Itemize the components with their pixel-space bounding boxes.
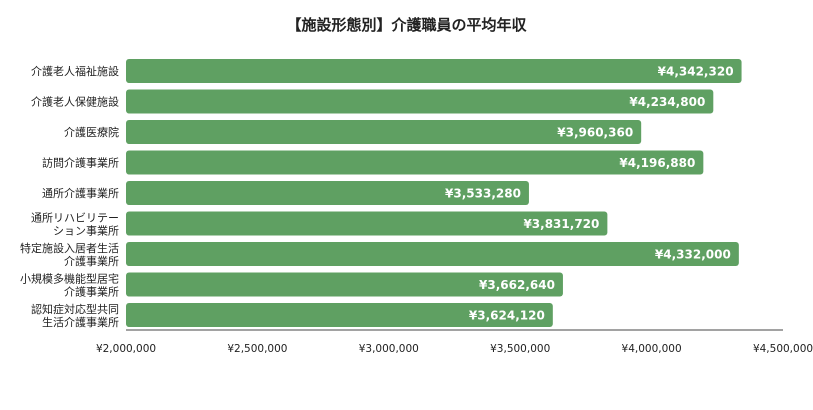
- x-tick-label: ¥3,500,000: [490, 343, 550, 355]
- data-label: ¥4,332,000: [655, 248, 731, 262]
- bar: [126, 89, 714, 114]
- category-label: 認知症対応型共同: [31, 302, 119, 316]
- category-label: 通所介護事業所: [42, 186, 119, 200]
- data-label: ¥3,533,280: [445, 187, 521, 201]
- bar: [126, 303, 553, 327]
- data-label: ¥4,342,320: [658, 65, 734, 79]
- data-label: ¥4,234,800: [629, 95, 705, 109]
- data-label: ¥3,662,640: [479, 278, 555, 292]
- bar: [126, 242, 739, 266]
- data-label: ¥3,960,360: [557, 126, 633, 140]
- category-label: 介護医療院: [64, 125, 119, 139]
- data-label: ¥4,196,880: [619, 156, 695, 170]
- bar: [126, 59, 742, 83]
- x-tick-label: ¥4,500,000: [753, 343, 813, 355]
- category-label: 訪問介護事業所: [42, 156, 119, 170]
- x-tick-label: ¥2,500,000: [227, 343, 287, 355]
- bar: [126, 211, 608, 236]
- category-label: 介護老人保健施設: [31, 95, 119, 109]
- bar: [126, 150, 704, 175]
- x-tick-label: ¥2,000,000: [96, 343, 156, 355]
- category-label: 特定施設入居者生活: [20, 241, 119, 255]
- x-tick-label: ¥4,000,000: [622, 343, 682, 355]
- category-label: ション事業所: [53, 225, 119, 238]
- chart-title: 【施設形態別】介護職員の平均年収: [286, 16, 527, 34]
- category-label: 介護事業所: [64, 254, 119, 268]
- data-label: ¥3,624,120: [469, 309, 545, 323]
- data-label: ¥3,831,720: [523, 217, 599, 231]
- bar: [126, 120, 642, 144]
- bar: [126, 181, 529, 205]
- category-label: 生活介護事業所: [42, 315, 119, 329]
- category-label: 小規模多機能型居宅: [20, 272, 119, 286]
- category-label: 通所リハビリテー: [31, 212, 119, 225]
- x-tick-label: ¥3,000,000: [359, 343, 419, 355]
- category-label: 介護老人福祉施設: [31, 64, 119, 78]
- category-label: 介護事業所: [64, 285, 119, 299]
- bar: [126, 272, 563, 297]
